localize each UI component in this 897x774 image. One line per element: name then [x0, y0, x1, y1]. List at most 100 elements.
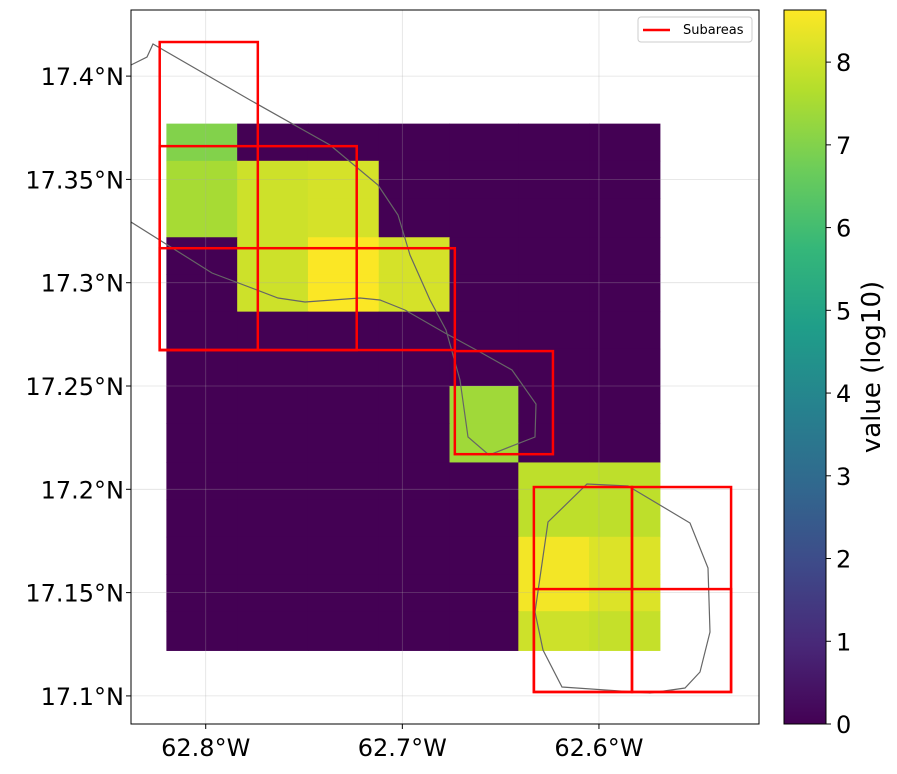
cell — [518, 574, 590, 612]
cell — [378, 198, 451, 238]
colorbar-tick-label: 7 — [836, 132, 851, 160]
heatmap — [166, 123, 661, 651]
cell — [518, 536, 590, 575]
y-tick-label: 17.35°N — [25, 166, 124, 194]
cell — [166, 274, 238, 313]
cell — [237, 536, 309, 575]
cell — [307, 462, 380, 501]
cell — [378, 574, 451, 612]
cell — [237, 348, 309, 387]
cell — [449, 423, 519, 463]
cell — [589, 574, 661, 612]
cell — [307, 611, 380, 651]
cell — [449, 386, 519, 424]
cell — [518, 499, 590, 538]
cell — [378, 499, 451, 538]
cell — [449, 198, 519, 238]
colorbar-tick-label: 5 — [836, 297, 851, 325]
cell — [449, 123, 519, 162]
cell — [589, 123, 661, 162]
cell — [307, 123, 380, 162]
x-tick-label: 62.6°W — [554, 734, 643, 762]
x-tick-label: 62.8°W — [161, 734, 250, 762]
cell — [307, 574, 380, 612]
legend-box — [637, 16, 753, 43]
subarea-box — [158, 246, 457, 352]
cell — [307, 499, 380, 538]
cell — [237, 274, 309, 313]
cell — [589, 611, 661, 651]
colorbar-tick-label: 3 — [836, 463, 851, 491]
cell — [237, 386, 309, 424]
cell — [589, 160, 661, 199]
cell — [307, 311, 380, 350]
cell — [589, 499, 661, 538]
cell — [237, 611, 309, 651]
cell — [518, 237, 590, 275]
cell — [166, 198, 238, 238]
colorbar-tick-label: 8 — [836, 49, 851, 77]
cell — [237, 311, 309, 350]
colorbar-tick-label: 6 — [836, 215, 851, 243]
cell — [378, 386, 451, 424]
cell — [166, 423, 238, 463]
legend: Subareas — [637, 16, 753, 43]
grid — [131, 10, 759, 724]
cell — [166, 311, 238, 350]
subarea-box — [532, 587, 733, 694]
subareas — [158, 40, 733, 694]
cell — [237, 423, 309, 463]
y-tick-label: 17.1°N — [41, 683, 124, 711]
cell — [378, 311, 451, 350]
cell — [166, 348, 238, 387]
cell — [237, 237, 309, 275]
colorbar-tick-label: 2 — [836, 546, 851, 574]
plot-frame — [130, 9, 760, 725]
cell — [449, 574, 519, 612]
colorbar-tick-label: 1 — [836, 628, 851, 656]
cell — [166, 386, 238, 424]
cell — [589, 274, 661, 313]
cell — [166, 237, 238, 275]
cell — [307, 536, 380, 575]
cell — [449, 611, 519, 651]
cell — [166, 160, 238, 199]
cell — [307, 160, 380, 199]
cell — [589, 536, 661, 575]
cell — [307, 423, 380, 463]
cell — [307, 198, 380, 238]
cell — [449, 274, 519, 313]
cell — [166, 536, 238, 575]
cell — [307, 274, 380, 313]
cell — [378, 123, 451, 162]
cell — [589, 311, 661, 350]
colorbar-label: value (log10) — [857, 281, 887, 453]
cell — [237, 574, 309, 612]
y-tick-label: 17.15°N — [25, 580, 124, 608]
colorbar — [783, 9, 827, 725]
legend-label: Subareas — [683, 23, 744, 38]
cell — [518, 198, 590, 238]
cell — [307, 237, 380, 275]
cell — [449, 536, 519, 575]
cell — [166, 462, 238, 501]
cell — [449, 462, 519, 501]
cell — [589, 423, 661, 463]
cell — [449, 237, 519, 275]
cell — [237, 462, 309, 501]
cell — [378, 237, 451, 275]
cell — [518, 611, 590, 651]
cell — [378, 611, 451, 651]
cell — [237, 123, 309, 162]
cell — [307, 386, 380, 424]
cell — [166, 123, 238, 162]
cell — [378, 274, 451, 313]
cell — [378, 423, 451, 463]
cell — [589, 386, 661, 424]
subarea-box — [453, 349, 555, 456]
coastline — [534, 483, 711, 694]
cell — [518, 123, 590, 162]
y-tick-label: 17.2°N — [41, 476, 124, 504]
cell — [449, 160, 519, 199]
